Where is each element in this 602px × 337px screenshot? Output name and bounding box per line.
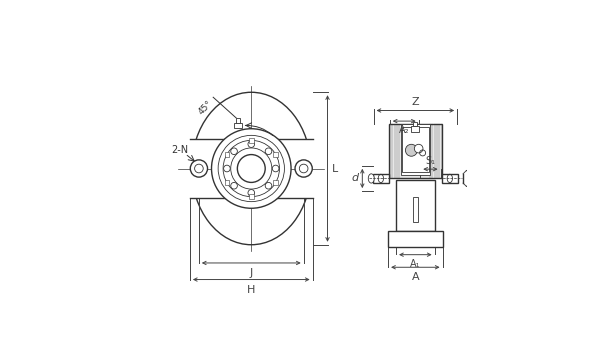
Text: 45°: 45° — [197, 98, 214, 116]
Bar — [442, 174, 458, 183]
Text: H: H — [247, 285, 255, 295]
Bar — [396, 180, 435, 232]
Text: A: A — [412, 272, 419, 282]
Text: S₁: S₁ — [426, 156, 435, 166]
Bar — [273, 152, 278, 157]
Bar — [299, 139, 312, 198]
Circle shape — [265, 182, 272, 189]
Circle shape — [295, 160, 312, 177]
Text: A₂: A₂ — [399, 125, 409, 135]
Circle shape — [272, 165, 279, 172]
Circle shape — [248, 189, 255, 196]
Bar — [190, 139, 203, 198]
Text: Z: Z — [412, 96, 419, 106]
Circle shape — [414, 144, 423, 153]
Text: d: d — [352, 174, 359, 183]
Bar — [225, 180, 229, 185]
Text: L: L — [332, 163, 338, 174]
Bar — [225, 152, 229, 157]
Circle shape — [223, 165, 230, 172]
Bar — [413, 196, 418, 222]
Bar — [249, 194, 253, 199]
Text: J: J — [250, 268, 253, 278]
Circle shape — [190, 160, 208, 177]
Ellipse shape — [191, 92, 311, 245]
Bar — [411, 126, 420, 132]
Bar — [373, 174, 389, 183]
Bar — [389, 124, 442, 179]
Bar — [388, 232, 442, 247]
Bar — [273, 180, 278, 185]
Circle shape — [231, 182, 237, 189]
Bar — [402, 127, 429, 172]
Bar — [249, 138, 253, 143]
Circle shape — [231, 148, 237, 155]
Bar — [234, 123, 243, 128]
Text: 2-N: 2-N — [172, 145, 188, 155]
Circle shape — [405, 144, 417, 156]
Bar — [414, 122, 417, 126]
Text: A₁: A₁ — [410, 259, 421, 269]
Circle shape — [211, 129, 291, 208]
Bar — [236, 118, 240, 123]
Circle shape — [248, 141, 255, 148]
Circle shape — [237, 155, 265, 182]
Circle shape — [265, 148, 272, 155]
Ellipse shape — [368, 174, 374, 183]
Bar — [401, 124, 430, 175]
